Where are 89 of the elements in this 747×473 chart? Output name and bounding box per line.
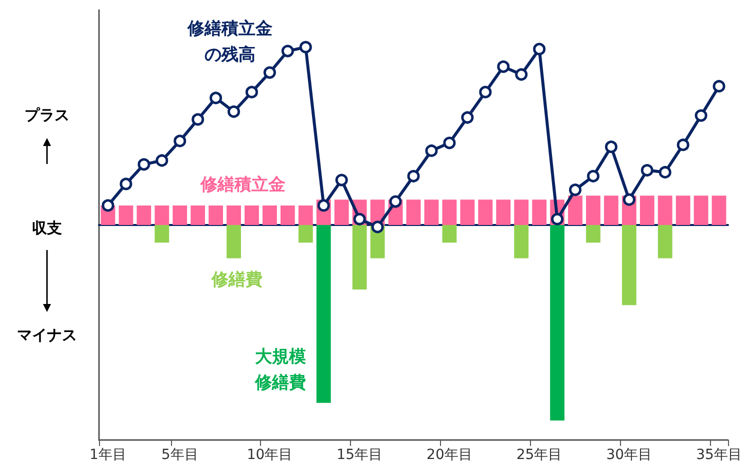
bar	[118, 205, 134, 225]
point	[317, 199, 330, 212]
x-tick-label: 20年目	[426, 447, 472, 463]
point	[425, 144, 438, 157]
bar	[640, 196, 654, 225]
x-tick-label: 15年目	[336, 447, 382, 463]
bar	[622, 225, 636, 306]
series-label: 修繕積立金	[200, 175, 286, 195]
x-tick-label: 10年目	[246, 447, 293, 463]
bar	[442, 225, 457, 243]
bar	[460, 200, 475, 225]
point	[712, 80, 726, 92]
x-tick-label: 1年目	[90, 447, 126, 463]
point	[246, 86, 258, 98]
x-tick-label: 35年目	[696, 447, 742, 463]
point	[371, 220, 384, 234]
bar	[298, 205, 313, 225]
bar	[658, 196, 672, 225]
point	[335, 174, 348, 186]
point	[210, 92, 222, 104]
bar	[298, 225, 313, 243]
bar	[496, 200, 511, 225]
point	[299, 40, 312, 54]
bar	[604, 196, 618, 225]
bar	[694, 196, 708, 225]
point	[604, 140, 618, 154]
bar	[154, 205, 170, 225]
point	[694, 109, 708, 122]
bar	[154, 225, 170, 243]
point	[281, 44, 294, 58]
bar	[676, 196, 690, 225]
point	[192, 113, 204, 126]
bar	[334, 200, 349, 225]
point	[586, 170, 600, 182]
bar	[136, 205, 152, 225]
bar	[442, 200, 457, 225]
point	[622, 193, 636, 206]
point	[551, 212, 564, 226]
text: 収支	[32, 219, 62, 237]
bar	[226, 225, 241, 258]
point	[515, 68, 528, 81]
point	[533, 42, 546, 56]
point	[658, 166, 672, 178]
point	[228, 105, 240, 118]
series-label: 修繕積立金の残高	[186, 19, 272, 65]
bar	[208, 205, 224, 225]
bar	[712, 196, 726, 225]
point	[443, 136, 456, 150]
bar	[586, 225, 600, 243]
bar	[424, 200, 439, 225]
point	[497, 60, 510, 73]
bar	[262, 205, 277, 225]
bar	[550, 225, 564, 420]
text: マイナス	[17, 326, 77, 344]
bar	[532, 200, 546, 225]
point	[676, 138, 690, 152]
point	[461, 111, 474, 124]
bar	[514, 225, 529, 258]
point	[263, 66, 276, 79]
x-tick-label: 30年目	[606, 447, 652, 463]
point	[640, 164, 654, 177]
point	[479, 86, 492, 98]
bar	[568, 196, 582, 225]
bar	[226, 205, 241, 225]
point	[389, 195, 402, 208]
point	[353, 212, 366, 226]
text: プラス	[24, 106, 70, 124]
bar	[190, 205, 206, 225]
bar	[280, 205, 295, 225]
point	[102, 199, 114, 212]
x-tick-label: 25年目	[516, 447, 562, 463]
bar	[172, 205, 188, 225]
bar	[406, 200, 421, 225]
bar	[316, 225, 331, 403]
point	[156, 154, 168, 167]
point	[174, 134, 186, 148]
point	[569, 184, 582, 196]
series-label: 修繕費	[210, 270, 262, 290]
bar	[352, 225, 367, 290]
bar	[658, 225, 672, 258]
point	[138, 158, 150, 171]
bar	[586, 196, 600, 225]
bar	[514, 200, 529, 225]
point	[407, 170, 420, 182]
bar	[244, 205, 259, 225]
x-tick-label: 5年目	[161, 447, 198, 463]
point	[120, 178, 132, 190]
bar	[478, 200, 493, 225]
series-label: 大規模修繕費	[254, 347, 306, 393]
